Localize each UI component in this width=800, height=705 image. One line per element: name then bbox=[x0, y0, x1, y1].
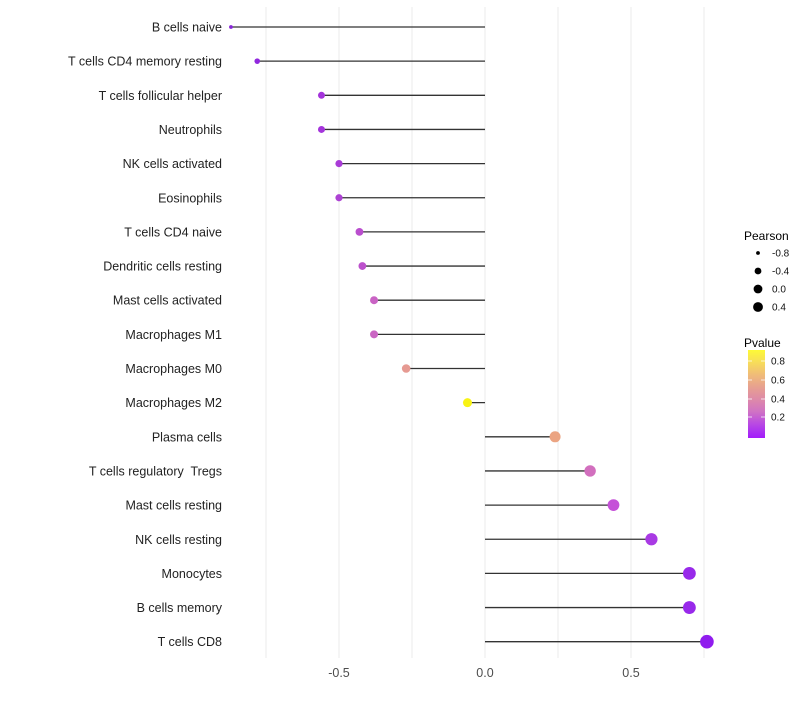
y-axis-labels-group: B cells naive T cells CD4 memory resting T… bbox=[68, 21, 223, 650]
y-axis-label: Macrophages M1 bbox=[125, 328, 222, 342]
lollipop-point bbox=[317, 125, 325, 133]
lollipop-point bbox=[254, 58, 261, 64]
y-axis-label: B cells naive bbox=[152, 21, 222, 35]
y-axis-label: T cells regulatory Tregs bbox=[89, 464, 222, 478]
y-axis-label: T cells CD4 naive bbox=[124, 225, 222, 239]
pearson-legend-dot bbox=[756, 251, 760, 255]
pearson-legend-dot bbox=[753, 284, 763, 294]
y-axis-label: B cells memory bbox=[137, 601, 223, 615]
lollipop-point bbox=[335, 194, 343, 202]
lollipop-point bbox=[401, 364, 411, 373]
pearson-legend-label: -0.8 bbox=[772, 249, 790, 260]
pearson-legend-label: 0.4 bbox=[772, 303, 786, 314]
pvalue-gradient-labels: 0.8 0.6 0.4 0.2 bbox=[771, 357, 785, 424]
lollipop-point bbox=[645, 533, 658, 546]
y-axis-label: Mast cells resting bbox=[125, 499, 222, 513]
lollipop-point bbox=[584, 465, 596, 477]
lollipop-point bbox=[370, 330, 379, 339]
pearson-legend-title: Pearson bbox=[744, 229, 789, 243]
pearson-legend-label: 0.0 bbox=[772, 285, 786, 296]
x-axis-tick-label: -0.5 bbox=[328, 666, 350, 680]
stems-group bbox=[230, 26, 707, 643]
lollipop-point bbox=[317, 91, 325, 99]
y-axis-label: T cells CD4 memory resting bbox=[68, 55, 222, 69]
lollipop-point bbox=[335, 160, 343, 168]
lollipop-point bbox=[607, 499, 620, 511]
y-axis-label: Neutrophils bbox=[159, 123, 222, 137]
y-axis-label: Monocytes bbox=[162, 567, 222, 581]
lollipop-point bbox=[370, 296, 379, 305]
lollipop-point bbox=[355, 228, 364, 236]
lollipop-point bbox=[683, 601, 696, 614]
lollipop-point bbox=[700, 634, 714, 649]
lollipop-point bbox=[358, 262, 367, 270]
x-axis-tick-label: 0.0 bbox=[476, 666, 493, 680]
y-axis-label: T cells CD8 bbox=[158, 635, 222, 649]
pearson-size-legend: Pearson -0.8 -0.4 0.0 0.4 bbox=[744, 229, 790, 314]
dots-group bbox=[229, 25, 714, 649]
pvalue-color-legend: Pvalue 0.8 0.6 0.4 0.2 bbox=[744, 336, 785, 438]
y-axis-label: Macrophages M0 bbox=[125, 362, 222, 376]
y-axis-label: Dendritic cells resting bbox=[103, 260, 222, 274]
pvalue-legend-label: 0.8 bbox=[771, 357, 785, 368]
pearson-legend-label: -0.4 bbox=[772, 267, 790, 278]
pvalue-gradient-bar bbox=[748, 350, 765, 438]
y-axis-label: NK cells resting bbox=[135, 533, 222, 547]
y-axis-label: Plasma cells bbox=[152, 430, 222, 444]
y-axis-label: Mast cells activated bbox=[113, 294, 222, 308]
gridlines-group bbox=[265, 7, 705, 658]
pvalue-legend-label: 0.6 bbox=[771, 376, 785, 387]
pvalue-legend-title: Pvalue bbox=[744, 336, 781, 350]
y-axis-label: NK cells activated bbox=[123, 157, 222, 171]
pvalue-legend-label: 0.4 bbox=[771, 395, 785, 406]
y-axis-label: Eosinophils bbox=[158, 191, 222, 205]
x-axis-tick-label: 0.5 bbox=[622, 666, 639, 680]
y-axis-label: Macrophages M2 bbox=[125, 396, 222, 410]
pearson-legend-dot bbox=[754, 267, 762, 275]
pearson-legend-dot bbox=[753, 302, 763, 312]
y-axis-label: T cells follicular helper bbox=[99, 89, 222, 103]
x-axis-labels-group: -0.5 0.0 0.5 bbox=[328, 666, 640, 680]
pvalue-legend-label: 0.2 bbox=[771, 413, 785, 424]
lollipop-point bbox=[462, 398, 472, 408]
lollipop-point bbox=[549, 431, 561, 443]
lollipop-point bbox=[229, 25, 233, 29]
pvalue-gradient-ticks bbox=[748, 360, 765, 418]
lollipop-point bbox=[683, 567, 696, 580]
